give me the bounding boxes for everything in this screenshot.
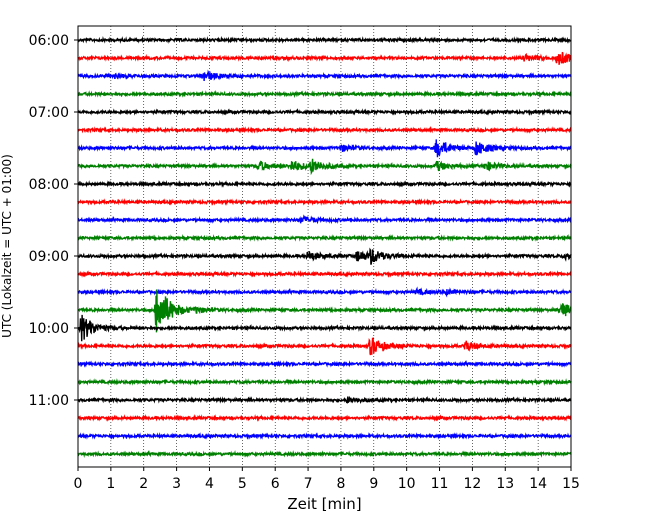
x-tick-label: 7 [304, 476, 313, 492]
x-tick-label: 14 [529, 476, 547, 492]
seismic-trace [77, 289, 572, 333]
x-tick-label: 3 [172, 476, 181, 492]
seismic-trace [77, 179, 572, 188]
plot-background [78, 26, 571, 467]
seismic-trace [77, 377, 572, 387]
y-tick-label: 08:00 [29, 177, 69, 193]
y-tick-label: 11:00 [29, 393, 69, 409]
x-axis-title: Zeit [min] [287, 495, 361, 513]
seismic-trace [77, 158, 572, 176]
seismic-trace [77, 247, 572, 265]
x-tick-label: 11 [431, 476, 449, 492]
seismic-trace [77, 69, 572, 81]
x-tick-label: 0 [74, 476, 83, 492]
seismic-trace [77, 337, 572, 356]
y-tick-label: 06:00 [29, 33, 69, 49]
seismic-trace [77, 270, 572, 278]
seismic-trace [77, 449, 572, 458]
plot-frame [77, 25, 572, 468]
y-tick-label: 09:00 [29, 249, 69, 265]
seismic-trace [77, 214, 572, 225]
y-tick-label: 10:00 [29, 321, 69, 337]
x-tick-label: 15 [562, 476, 580, 492]
x-tick-label: 4 [205, 476, 214, 492]
seismic-trace [77, 35, 572, 44]
y-tick-label: 07:00 [29, 105, 69, 121]
seismic-trace [77, 51, 572, 65]
seismic-trace [77, 233, 572, 242]
seismic-trace [77, 314, 572, 342]
x-tick-label: 1 [106, 476, 115, 492]
x-tick-label: 9 [369, 476, 378, 492]
seismic-trace [77, 108, 572, 116]
x-axis-ticks: 0 1 2 3 4 5 6 7 8 9 10 11 12 13 14 15 [74, 467, 580, 492]
seismic-trace [77, 198, 572, 206]
x-tick-label: 10 [398, 476, 416, 492]
x-tick-label: 12 [463, 476, 481, 492]
seismic-trace [77, 432, 572, 440]
y-axis-title: UTC (Lokalzeit = UTC + 01:00) [0, 154, 14, 338]
x-tick-label: 2 [139, 476, 148, 492]
seismic-traces [77, 35, 572, 458]
seismic-trace [77, 89, 572, 99]
x-tick-label: 8 [336, 476, 345, 492]
seismic-trace [77, 125, 572, 134]
seismic-trace [77, 139, 572, 158]
seismic-trace [77, 286, 572, 298]
seismic-trace [77, 359, 572, 368]
x-tick-label: 6 [271, 476, 280, 492]
x-tick-label: 13 [496, 476, 514, 492]
seismic-trace [77, 395, 572, 405]
x-tick-label: 5 [238, 476, 247, 492]
y-axis-ticks: 06:00 07:00 08:00 09:00 10:00 11:00 [29, 33, 78, 409]
seismic-trace [77, 413, 572, 422]
